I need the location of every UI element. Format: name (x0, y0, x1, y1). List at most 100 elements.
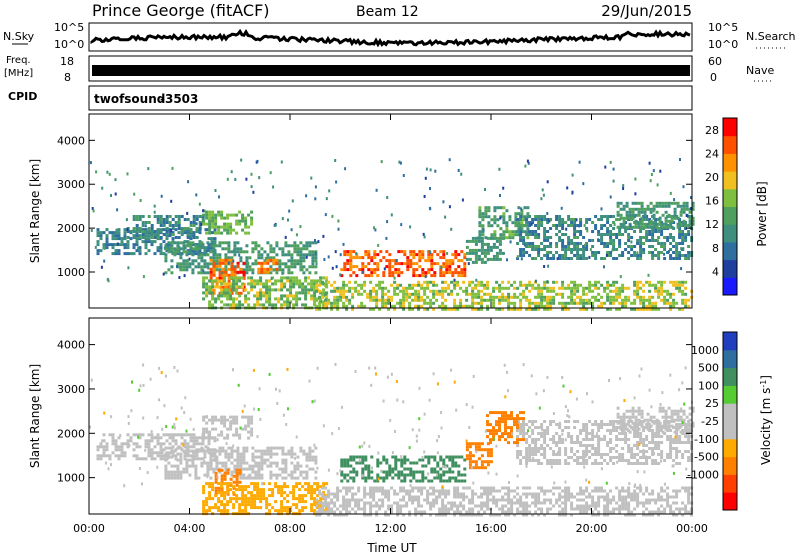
heatmap-cell (262, 294, 266, 298)
heatmap-cell (281, 271, 284, 275)
heatmap-cell (678, 510, 682, 514)
heatmap-cell (266, 258, 270, 262)
heatmap-cell (99, 445, 103, 449)
heatmap-cell (295, 291, 299, 295)
heatmap-cell (440, 266, 443, 269)
heatmap-cell (687, 501, 691, 505)
heatmap-cell (585, 292, 589, 296)
heatmap-cell (327, 298, 331, 302)
heatmap-cell (321, 501, 325, 505)
heatmap-cell (111, 243, 115, 247)
heatmap-cell (534, 236, 538, 239)
heatmap-cell (351, 492, 355, 496)
heatmap-cell (174, 228, 178, 232)
heatmap-cell (408, 283, 412, 287)
heatmap-cell (280, 288, 284, 292)
heatmap-cell (486, 489, 490, 493)
heatmap-cell (316, 494, 320, 498)
heatmap-cell (630, 492, 634, 496)
heatmap-cell (357, 489, 361, 493)
heatmap-cell (355, 274, 359, 278)
heatmap-cell (453, 283, 457, 287)
heatmap-cell (171, 237, 175, 241)
y-tick-label: 3000 (57, 178, 85, 191)
heatmap-cell (525, 286, 529, 290)
heatmap-cell (386, 196, 389, 199)
heatmap-cell (435, 289, 439, 293)
heatmap-cell (645, 230, 649, 233)
heatmap-cell (176, 265, 178, 268)
heatmap-cell (257, 470, 261, 474)
heatmap-cell (361, 476, 365, 480)
heatmap-cell (313, 491, 317, 495)
heatmap-cell (546, 254, 550, 257)
heatmap-cell (519, 298, 523, 302)
heatmap-cell (534, 286, 538, 290)
heatmap-cell (293, 241, 297, 245)
heatmap-cell (585, 227, 589, 230)
heatmap-cell (406, 268, 410, 272)
heatmap-cell (543, 236, 547, 239)
heatmap-cell (217, 418, 221, 422)
heatmap-cell (170, 265, 174, 269)
heatmap-cell (526, 230, 530, 234)
heatmap-cell (523, 206, 527, 210)
heatmap-cell (495, 423, 498, 427)
heatmap-cell (318, 289, 322, 293)
heatmap-cell (639, 489, 643, 493)
heatmap-cell (274, 288, 278, 292)
heatmap-cell (269, 461, 273, 465)
heatmap-cell (408, 295, 412, 299)
station-title: Prince George (fitACF) (92, 1, 270, 20)
heatmap-cell (349, 458, 353, 462)
heatmap-cell (251, 247, 255, 251)
heatmap-cell (427, 253, 431, 257)
heatmap-cell (295, 303, 299, 307)
heatmap-cell (501, 411, 504, 415)
heatmap-cell (687, 233, 691, 236)
heatmap-cell (600, 227, 604, 230)
heatmap-cell (522, 254, 526, 257)
heatmap-cell (376, 274, 380, 278)
heatmap-cell (241, 494, 245, 498)
heatmap-cell (388, 268, 392, 272)
heatmap-cell (375, 513, 379, 517)
heatmap-cell (498, 438, 501, 442)
heatmap-cell (117, 445, 121, 449)
heatmap-cell (648, 498, 652, 502)
heatmap-cell (510, 295, 514, 299)
heatmap-cell (681, 301, 685, 305)
heatmap-cell (489, 460, 493, 464)
heatmap-cell (664, 210, 668, 214)
heatmap-cell (227, 258, 231, 262)
heatmap-cell (397, 473, 401, 477)
heatmap-cell (445, 271, 449, 275)
heatmap-cell (287, 259, 291, 263)
heatmap-cell (257, 244, 261, 248)
heatmap-cell (349, 259, 353, 263)
heatmap-cell (209, 458, 213, 462)
heatmap-cell (660, 230, 664, 233)
heatmap-cell (480, 448, 484, 452)
heatmap-cell (609, 283, 613, 287)
heatmap-cell (375, 283, 379, 287)
heatmap-cell (179, 247, 183, 251)
heatmap-cell (477, 442, 481, 446)
heatmap-cell (138, 252, 142, 256)
heatmap-cell (260, 455, 264, 459)
heatmap-cell (603, 504, 607, 508)
heatmap-cell (445, 470, 449, 474)
heatmap-cell (564, 486, 568, 490)
heatmap-cell (528, 280, 532, 284)
heatmap-cell (588, 255, 591, 259)
heatmap-cell (114, 439, 118, 443)
heatmap-cell (415, 262, 419, 266)
heatmap-cell (600, 304, 604, 308)
heatmap-cell (319, 276, 323, 280)
heatmap-cell (232, 282, 236, 286)
heatmap-cell (575, 218, 578, 222)
heatmap-cell (429, 298, 433, 302)
heatmap-cell (537, 227, 541, 230)
heatmap-cell (612, 507, 616, 511)
heatmap-cell (502, 236, 506, 240)
